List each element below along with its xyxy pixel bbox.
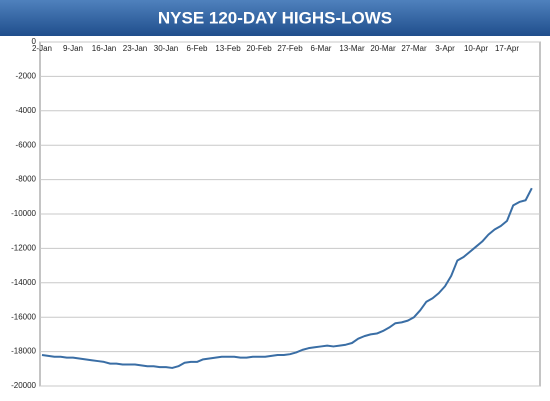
x-tick-label: 20-Feb bbox=[246, 44, 272, 53]
x-tick-label: 27-Mar bbox=[401, 44, 427, 53]
y-tick-label: -4000 bbox=[16, 106, 37, 115]
x-tick-label: 17-Apr bbox=[495, 44, 519, 53]
data-line bbox=[41, 187, 533, 369]
y-tick-label: -8000 bbox=[16, 175, 37, 184]
x-tick-label: 3-Apr bbox=[435, 44, 455, 53]
x-tick-label: 27-Feb bbox=[277, 44, 303, 53]
x-tick-label: 30-Jan bbox=[154, 44, 178, 53]
x-tick-label: 6-Feb bbox=[187, 44, 208, 53]
x-tick-label: 13-Mar bbox=[339, 44, 365, 53]
y-tick-label: -12000 bbox=[11, 244, 36, 253]
y-tick-label: -20000 bbox=[11, 381, 36, 390]
x-tick-label: 23-Jan bbox=[123, 44, 147, 53]
title-banner bbox=[0, 0, 550, 36]
x-tick-label: 13-Feb bbox=[215, 44, 241, 53]
x-tick-label: 16-Jan bbox=[92, 44, 116, 53]
x-tick-label: 20-Mar bbox=[370, 44, 396, 53]
x-tick-label: 6-Mar bbox=[311, 44, 332, 53]
chart-title: NYSE 120-DAY HIGHS-LOWS bbox=[158, 8, 392, 27]
y-tick-label: -2000 bbox=[16, 72, 37, 81]
y-tick-label: -14000 bbox=[11, 278, 36, 287]
x-tick-label: 2-Jan bbox=[32, 44, 52, 53]
x-tick-label: 9-Jan bbox=[63, 44, 83, 53]
y-tick-label: 0 bbox=[32, 37, 37, 46]
x-tick-label: 10-Apr bbox=[464, 44, 488, 53]
y-tick-label: -6000 bbox=[16, 140, 37, 149]
y-tick-label: -16000 bbox=[11, 312, 36, 321]
y-tick-label: -10000 bbox=[11, 209, 36, 218]
y-tick-label: -18000 bbox=[11, 347, 36, 356]
